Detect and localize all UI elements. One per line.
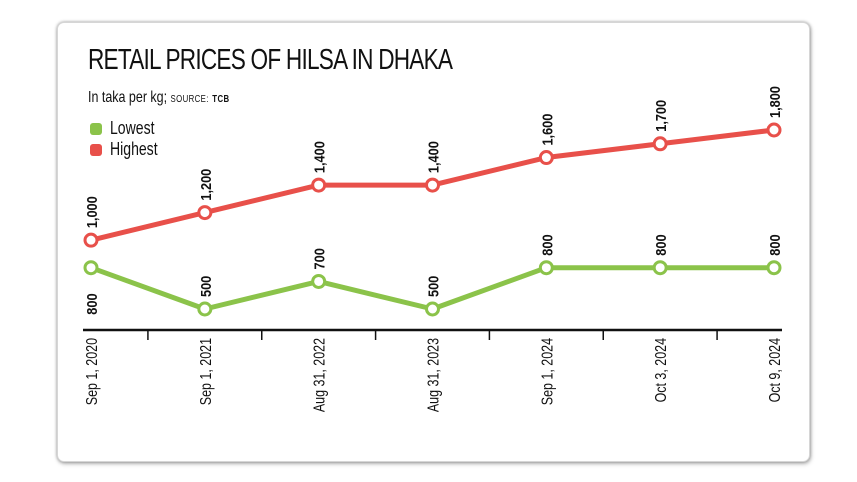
data-point-highest [766, 122, 782, 138]
data-point-lowest [197, 301, 213, 317]
x-axis-label: Sep 1, 2021 [197, 338, 215, 405]
legend-item-highest: Highest [90, 139, 171, 160]
data-point-lowest [311, 273, 327, 289]
chart-card [57, 22, 810, 462]
legend-swatch-highest [90, 143, 102, 156]
x-axis-label: Sep 1, 2020 [84, 338, 102, 405]
x-axis-label: Sep 1, 2024 [539, 338, 557, 405]
data-point-lowest [425, 301, 440, 317]
data-point-highest [311, 177, 327, 193]
legend-label-lowest: Lowest [110, 118, 155, 138]
data-point-lowest [83, 260, 99, 276]
data-label-highest: 1,000 [83, 196, 100, 228]
data-label-lowest: 800 [766, 234, 783, 255]
legend-swatch-lowest [90, 122, 102, 135]
source-name: TCB [212, 94, 230, 105]
chart-subtitle: In taka per kg; SOURCE: TCB [88, 89, 230, 107]
data-point-highest [83, 232, 99, 248]
data-point-highest [425, 177, 440, 193]
legend: Lowest Highest [90, 118, 171, 160]
x-axis-label: Aug 31, 2023 [425, 338, 443, 412]
data-label-lowest: 500 [197, 276, 214, 297]
x-axis-label: Oct 9, 2024 [767, 338, 785, 402]
data-label-lowest: 500 [424, 276, 441, 297]
data-label-highest: 1,400 [311, 141, 328, 173]
data-label-highest: 1,600 [538, 113, 555, 145]
data-label-highest: 1,400 [424, 141, 441, 173]
data-label-lowest: 800 [538, 234, 555, 255]
x-axis-label: Oct 3, 2024 [653, 338, 671, 402]
data-point-lowest [766, 260, 782, 276]
data-point-highest [197, 205, 213, 221]
data-point-highest [652, 136, 668, 152]
data-label-highest: 1,700 [652, 100, 669, 132]
data-label-lowest: 800 [83, 293, 100, 314]
legend-label-highest: Highest [110, 139, 158, 159]
x-axis-label: Aug 31, 2022 [311, 338, 329, 412]
data-point-lowest [652, 260, 668, 276]
data-label-highest: 1,200 [197, 168, 214, 200]
unit-label: In taka per kg; [88, 89, 168, 106]
legend-item-lowest: Lowest [90, 118, 171, 139]
data-label-lowest: 800 [652, 234, 669, 255]
data-point-highest [538, 150, 554, 166]
source-label: SOURCE: [170, 94, 209, 105]
chart-title: RETAIL PRICES OF HILSA IN DHAKA [88, 44, 453, 76]
data-label-lowest: 700 [311, 248, 328, 269]
data-point-lowest [538, 260, 554, 276]
data-label-highest: 1,800 [766, 86, 783, 118]
